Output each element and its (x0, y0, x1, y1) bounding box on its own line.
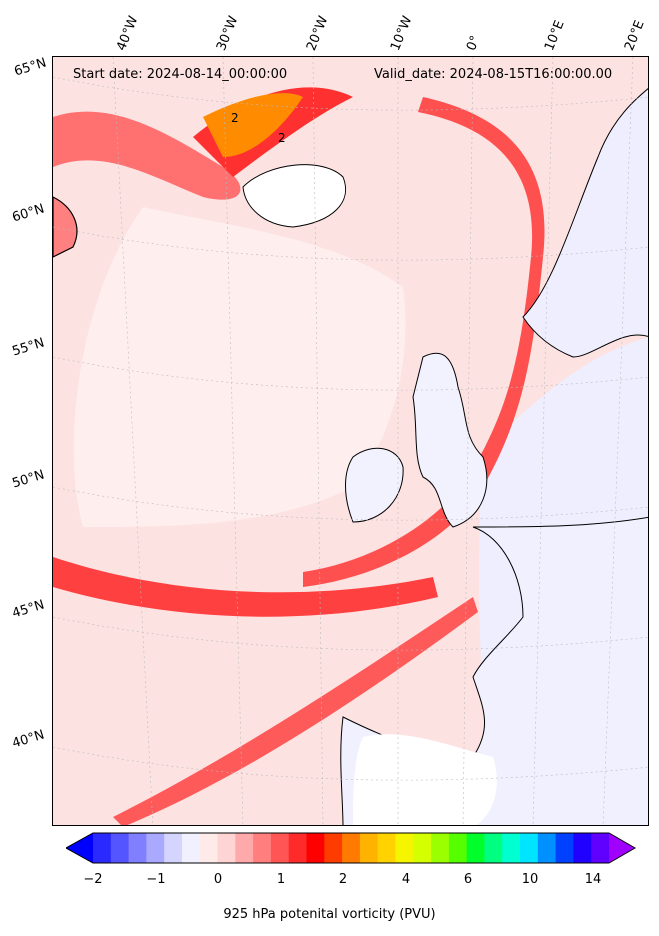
lon-label: 20°W (304, 14, 332, 53)
colorbar-swatch (466, 833, 485, 863)
colorbar-swatch (431, 833, 450, 863)
lat-label: 50°N (10, 467, 47, 492)
colorbar-swatch (413, 833, 432, 863)
field-front-sw (113, 597, 478, 825)
colorbar-label: 925 hPa potenital vorticity (PVU) (223, 907, 436, 922)
lat-label: 45°N (10, 597, 47, 622)
colorbar-swatch (502, 833, 521, 863)
colorbar-swatch (484, 833, 503, 863)
field-orange-core (203, 93, 303, 157)
lat-label: 40°N (10, 727, 47, 752)
colorbar-swatch (217, 833, 236, 863)
field-streak-nw (53, 111, 241, 200)
colorbar-swatch (520, 833, 539, 863)
ireland-outline (345, 447, 404, 523)
lon-label: 10°W (388, 14, 416, 53)
lat-label: 60°N (10, 201, 47, 226)
colorbar-extend-max (609, 833, 635, 863)
colorbar-swatch (377, 833, 396, 863)
graticule (53, 57, 648, 825)
colorbar-tick: 0 (213, 872, 223, 887)
colorbar-tick: 4 (401, 872, 411, 887)
colorbar-swatch (395, 833, 414, 863)
contour-label: 2 (278, 131, 286, 145)
greenland-coast (53, 196, 78, 258)
valid-date-label: Valid_date: 2024-08-15T16:00:00.00 (374, 67, 613, 82)
lon-label: 10°E (542, 18, 568, 53)
colorbar-swatch (128, 833, 147, 863)
great-britain-outline (412, 352, 488, 528)
colorbar-tick: 2 (338, 872, 348, 887)
colorbar-swatch (110, 833, 130, 863)
colorbar-tick: 6 (463, 872, 473, 887)
colorbar-swatch (253, 833, 272, 863)
field-light-area (73, 207, 406, 527)
colorbar-swatch (324, 833, 343, 863)
field-front-south (53, 557, 438, 617)
colorbar-swatch (181, 833, 201, 863)
colorbar-swatch (93, 833, 112, 863)
colorbar-swatch (235, 833, 254, 863)
colorbar-swatch (555, 833, 574, 863)
colorbar-tick: −2 (83, 872, 103, 887)
iceland-outline (242, 164, 346, 228)
colorbar-swatch (448, 833, 468, 863)
lat-label: 55°N (10, 335, 47, 360)
colorbar-tick: 10 (521, 872, 539, 887)
colorbar-swatch (199, 833, 219, 863)
lon-label: 20°E (622, 18, 648, 53)
map-panel: 2 2 (52, 56, 649, 826)
start-date-label: Start date: 2024-08-14_00:00:00 (73, 67, 288, 82)
colorbar-swatch (146, 833, 165, 863)
colorbar-tick: 14 (584, 872, 602, 887)
colorbar-swatch (306, 833, 325, 863)
colorbar-outline (66, 832, 636, 864)
colorbar-swatch (164, 833, 183, 863)
contour-label: 2 (231, 111, 239, 125)
iberia-low-area (353, 734, 497, 825)
lon-label: 40°W (114, 14, 142, 53)
colorbar-swatch (591, 833, 610, 863)
colorbar-swatch (359, 833, 379, 863)
scandinavia-outline (522, 88, 648, 358)
colorbar-swatch (270, 833, 290, 863)
colorbar-tick: 1 (276, 872, 286, 887)
colorbar-tick: −1 (146, 872, 166, 887)
colorbar (66, 832, 636, 864)
colorbar-swatch (573, 833, 592, 863)
colorbar-swatch (342, 833, 361, 863)
vorticity-map: 2 2 (53, 57, 648, 825)
colorbar-swatch (288, 833, 308, 863)
colorbar-extend-min (66, 833, 93, 863)
colorbar-swatch (537, 833, 557, 863)
lat-label: 65°N (12, 55, 49, 80)
lon-label: 0° (464, 33, 484, 53)
lon-label: 30°W (214, 14, 242, 53)
